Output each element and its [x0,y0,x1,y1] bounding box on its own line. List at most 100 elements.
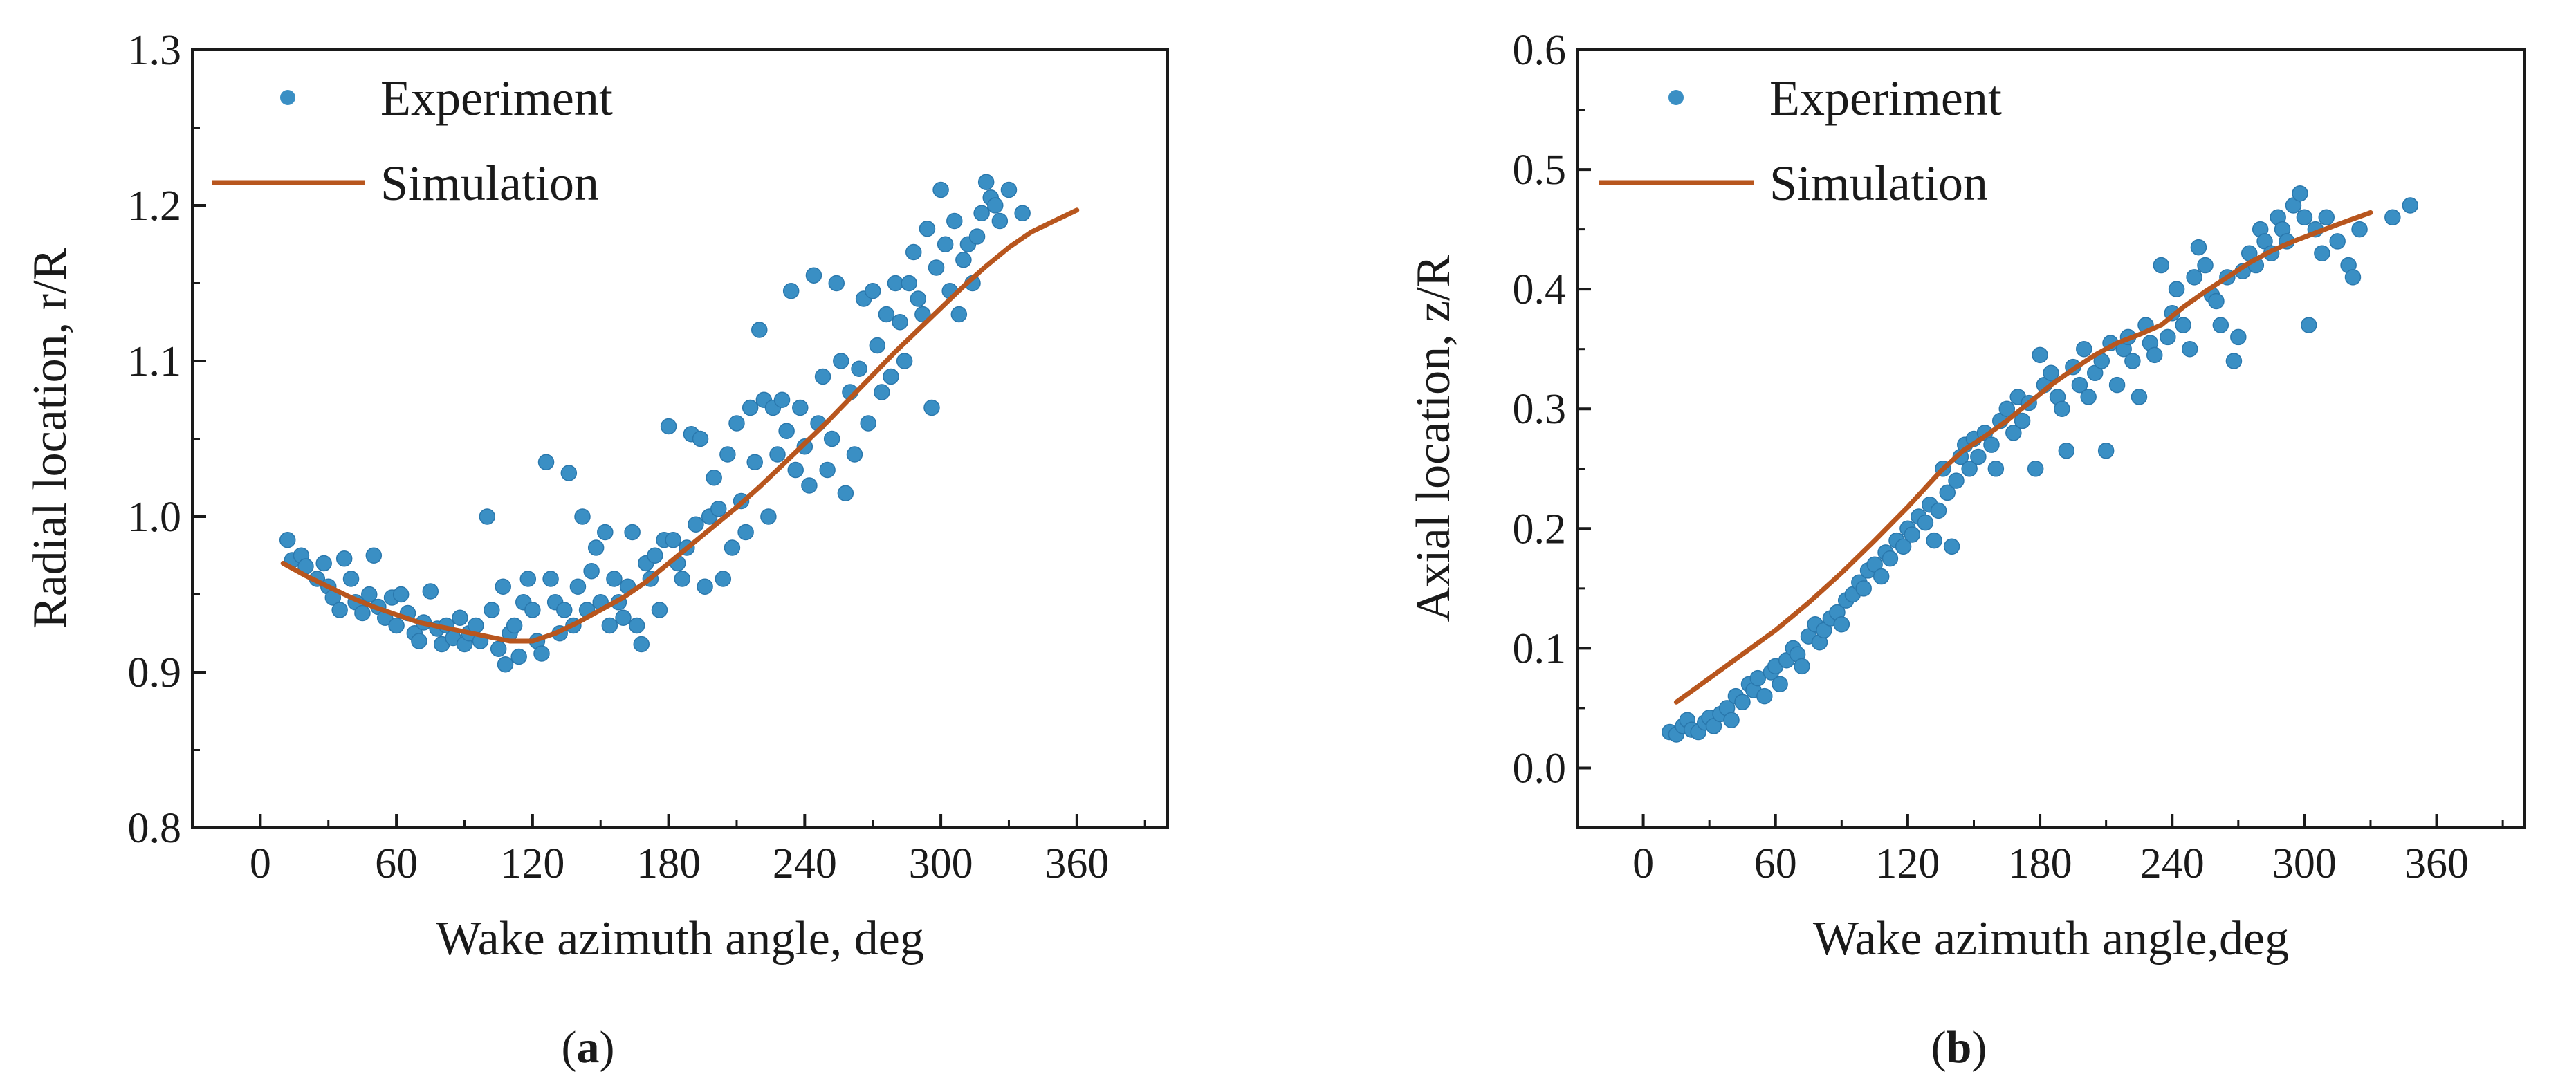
experiment-point [1939,484,1956,501]
experiment-point [606,571,623,587]
experiment-point [932,181,949,198]
experiment-point [2071,376,2088,394]
experiment-point [497,656,514,673]
experiment-point [665,532,681,548]
experiment-point [1873,568,1890,585]
experiment-point [901,275,917,292]
experiment-point [864,283,881,299]
x-tick-label: 120 [1875,840,1940,887]
experiment-point [2153,257,2170,274]
experiment-point [2314,245,2330,261]
y-tick-label: 1.3 [128,27,182,74]
tick-labels: 0 60 120 180 240 300 360 0.0 0.1 0.2 0.3 0.4 0.5 0.6 [1513,27,2469,887]
experiment-point [422,583,439,600]
experiment-point [2292,185,2308,202]
experiment-point [2097,443,2115,459]
experiment-point [574,508,591,525]
experiment-point [361,586,378,603]
experiment-point [2186,269,2202,286]
x-tick-label: 0 [1632,840,1654,887]
experiment-point [706,470,722,486]
experiment-point [510,648,527,665]
experiment-point [533,645,550,662]
experiment-point [2225,353,2243,369]
experiment-point [537,454,555,470]
experiment-point [1000,181,1018,198]
experiment-point [2296,209,2313,226]
experiment-point [2197,257,2214,274]
experiment-point [651,602,668,618]
experiment-point [710,501,727,517]
panel-caption-letter: b [1947,1022,1972,1073]
experiment-point [411,633,427,649]
experiment-point [1756,687,1773,705]
experiment-point [905,243,922,261]
experiment-series [1662,185,2419,743]
y-tick-label: 0.2 [1513,506,1567,553]
x-tick-label: 120 [500,840,564,887]
experiment-point [2131,389,2148,405]
plot-area-frame [1576,48,2526,829]
experiment-point [1855,580,1872,597]
experiment-point [1987,461,2005,477]
experiment-point [1943,538,1960,555]
simulation-line [280,207,1080,644]
axis-ticks [192,48,1146,829]
legend: Experiment Simulation [212,71,613,211]
legend-simulation-label: Simulation [380,156,599,211]
experiment-point [869,337,886,354]
experiment-point [860,415,876,432]
panel-b-chart: 0 60 120 180 240 300 3600.00.10.20.30.40.50.6 … [1407,27,2526,1073]
experiment-point [928,259,945,276]
simulation-series [280,207,1080,644]
experiment-point [1970,448,1987,465]
experiment-point [923,399,940,416]
experiment-point [2054,400,2070,417]
experiment-point [506,617,523,634]
experiment-point [833,353,849,369]
experiment-point [633,636,650,653]
experiment-point [819,461,836,479]
experiment-point [914,306,931,323]
y-tick-label: 0.3 [1513,386,1567,433]
experiment-point [1983,436,2000,453]
experiment-point [2032,346,2048,364]
x-tick-label: 240 [2140,840,2205,887]
experiment-point [615,609,632,626]
x-tick-label: 60 [1754,840,1797,887]
experiment-point [1882,550,1899,567]
experiment-point [801,477,818,494]
y-tick-label: 0.0 [1513,745,1567,792]
experiment-point [335,550,353,567]
experiment-point [950,306,968,323]
experiment-point [688,516,704,533]
experiment-point [2181,340,2198,358]
experiment-point [878,306,895,323]
experiment-point [601,617,618,634]
experiment-series [279,174,1031,673]
experiment-point [805,267,822,284]
experiment-point [760,508,777,525]
experiment-point [724,539,741,556]
experiment-point [2146,346,2163,364]
experiment-point [746,454,763,470]
tick-labels: 0 60 120 180 240 300 360 0.8 0.9 1.0 1.1 1.2 1.3 [128,27,1110,887]
experiment-point [896,353,913,369]
x-tick-label: 180 [636,840,701,887]
experiment-point [583,563,600,580]
experiment-point [987,197,1004,214]
experiment-point [792,399,809,416]
experiment-point [1948,472,1965,489]
experiment-point [365,547,383,564]
experiment-point [1917,514,1934,531]
legend-experiment-marker [1668,90,1684,105]
y-tick-label: 0.4 [1513,266,1567,313]
experiment-point [597,524,614,541]
experiment-point [2160,328,2176,346]
experiment-point [2014,412,2031,429]
experiment-point [977,174,995,190]
experiment-point [1961,461,1978,477]
experiment-point [2329,233,2346,250]
experiment-point [2080,389,2097,405]
experiment-point [751,322,768,338]
